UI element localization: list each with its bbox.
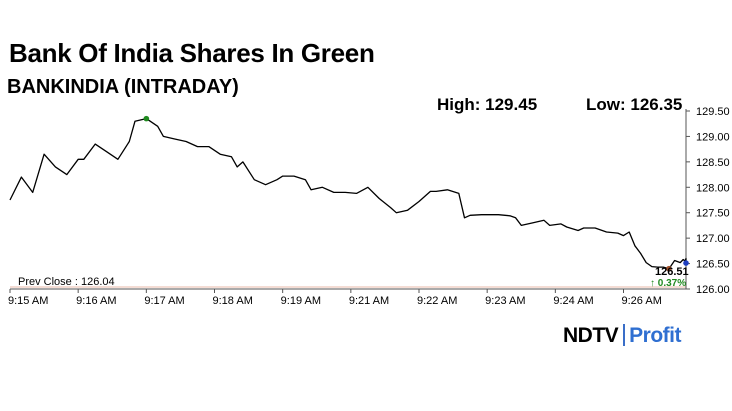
x-tick-label: 9:22 AM bbox=[417, 295, 457, 307]
high-label: High: 129.45 bbox=[437, 95, 538, 114]
profit-logo-text: Profit bbox=[629, 324, 681, 347]
x-tick-label: 9:19 AM bbox=[281, 295, 321, 307]
y-tick-label: 128.00 bbox=[696, 182, 730, 194]
low-label: Low: 126.35 bbox=[586, 95, 683, 114]
y-tick-label: 126.00 bbox=[696, 284, 730, 296]
y-tick-label: 127.00 bbox=[696, 233, 730, 245]
x-tick-label: 9:23 AM bbox=[485, 295, 525, 307]
x-tick-label: 9:24 AM bbox=[553, 295, 593, 307]
x-tick-label: 9:18 AM bbox=[213, 295, 253, 307]
low-marker bbox=[666, 265, 672, 272]
last-price-marker bbox=[683, 260, 689, 266]
x-tick-label: 9:17 AM bbox=[144, 295, 184, 307]
ndtv-logo-text: NDTV bbox=[563, 324, 619, 347]
x-tick-label: 9:15 AM bbox=[8, 295, 48, 307]
price-line bbox=[9, 117, 687, 270]
chart-title: Bank Of India Shares In Green bbox=[9, 38, 375, 68]
x-tick-label: 9:16 AM bbox=[76, 295, 116, 307]
y-tick-label: 129.00 bbox=[696, 131, 730, 143]
logo-divider bbox=[623, 324, 626, 346]
chart-subtitle: BANKINDIA (INTRADAY) bbox=[7, 76, 239, 98]
x-tick-label: 9:26 AM bbox=[622, 295, 662, 307]
high-marker bbox=[143, 115, 150, 122]
y-tick-label: 126.50 bbox=[696, 259, 730, 271]
change-label: ↑ 0.37% bbox=[650, 278, 686, 289]
y-tick-label: 128.50 bbox=[696, 157, 730, 169]
last-price-label: 126.51 bbox=[655, 266, 689, 278]
y-tick-label: 127.50 bbox=[696, 208, 730, 220]
prev-close-label: Prev Close : 126.04 bbox=[18, 276, 115, 288]
x-tick-label: 9:21 AM bbox=[349, 295, 389, 307]
y-tick-label: 129.50 bbox=[696, 106, 730, 118]
ndtv-profit-logo: NDTV Profit bbox=[563, 324, 681, 348]
